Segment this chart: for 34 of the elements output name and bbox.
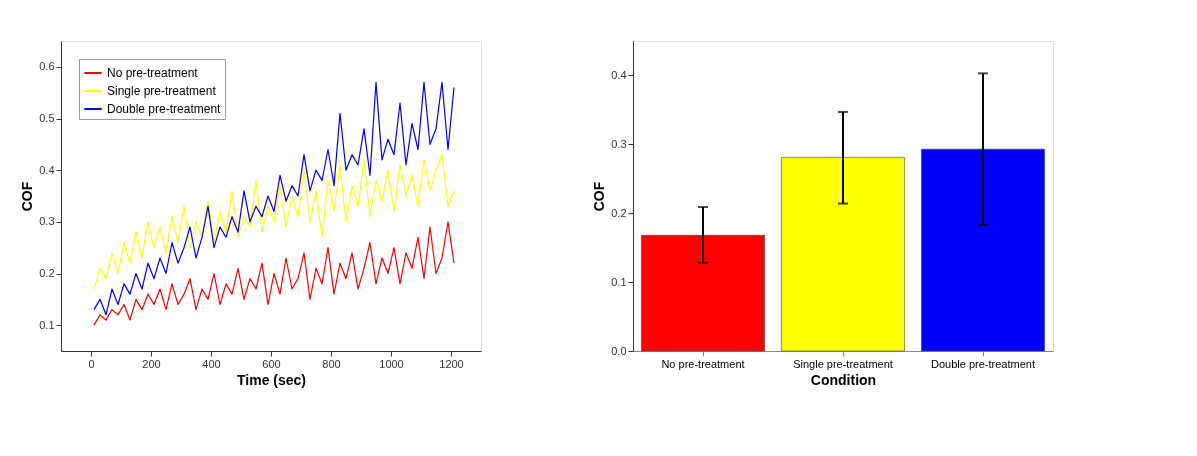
x-axis-title: Condition: [810, 371, 877, 388]
y-tick-label: 0.5: [39, 112, 55, 124]
x-tick-label: 800: [322, 357, 341, 370]
bar: [921, 148, 1045, 352]
bar: [641, 234, 765, 352]
x-tick-label: 600: [262, 357, 281, 370]
x-axis-title: Time (sec): [237, 371, 306, 388]
line-series: [93, 81, 455, 316]
line-series: [93, 154, 455, 290]
y-tick-label: 0.4: [39, 163, 55, 176]
x-tick-label: 0: [88, 357, 95, 370]
y-tick-label: 0.3: [39, 215, 55, 228]
x-tick-label: 1000: [379, 357, 404, 370]
y-tick-label: 0.2: [611, 206, 627, 219]
legend-label: Double pre-treatment: [107, 102, 222, 116]
y-tick-label: 0.6: [39, 60, 55, 73]
y-axis-title: COF: [19, 181, 36, 212]
x-tick-label: 1200: [439, 357, 464, 370]
y-tick-label: 0.1: [611, 275, 627, 288]
x-tick-label: No pre-treatment: [661, 357, 745, 370]
legend-label: Single pre-treatment: [107, 84, 217, 98]
x-tick-label: Single pre-treatment: [793, 357, 893, 370]
line-series: [93, 221, 455, 326]
x-tick-label: Double pre-treatment: [931, 357, 1035, 370]
y-tick-label: 0.3: [611, 137, 627, 150]
y-axis-title: COF: [591, 181, 608, 212]
y-tick-label: 0.1: [39, 318, 55, 331]
y-tick-label: 0.0: [611, 344, 627, 357]
bar: [781, 157, 905, 352]
x-tick-label: 200: [142, 357, 161, 370]
x-tick-label: 400: [202, 357, 221, 370]
y-tick-label: 0.2: [39, 267, 55, 279]
legend-label: No pre-treatment: [107, 66, 199, 80]
y-tick-label: 0.4: [611, 68, 627, 81]
